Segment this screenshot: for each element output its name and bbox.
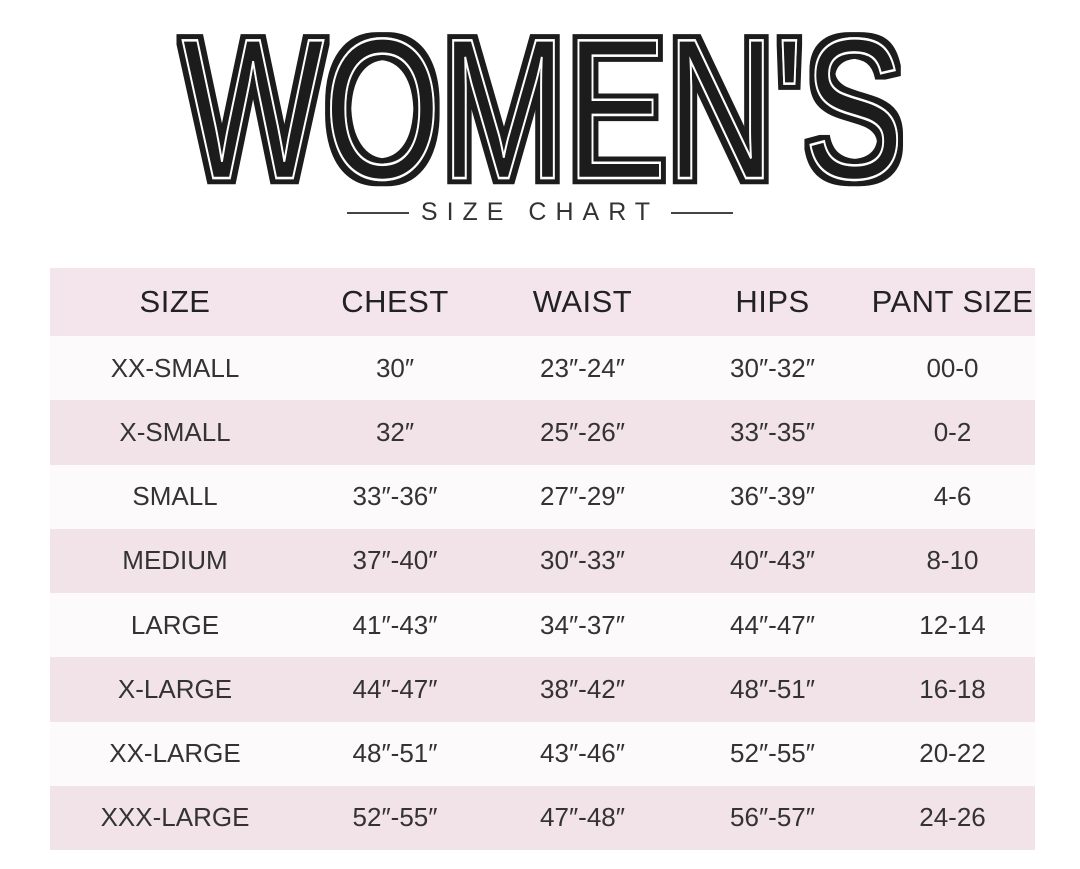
cell-size: SMALL	[132, 481, 218, 512]
cell-size: LARGE	[130, 609, 220, 640]
cell-chest: 41″-43″	[352, 609, 438, 640]
cell-waist: 47″-48″	[540, 802, 625, 833]
cell-pant-size: 4-6	[933, 481, 972, 512]
table-row: XXX-LARGE 52″-55″ 47″-48″ 56″-57″ 24-26	[50, 785, 1035, 850]
column-header-size: SIZE	[139, 284, 211, 319]
cell-waist: 43″-46″	[540, 738, 625, 769]
cell-chest: 44″-47″	[352, 673, 438, 704]
column-header-chest: CHEST	[341, 284, 449, 319]
cell-hips: 30″-32″	[730, 352, 815, 383]
cell-size: X-LARGE	[117, 673, 233, 704]
cell-hips: 56″-57″	[730, 802, 815, 833]
divider-left	[346, 212, 409, 215]
cell-pant-size: 00-0	[926, 352, 979, 383]
cell-chest: 37″-40″	[352, 545, 438, 576]
table-row: X-LARGE 44″-47″ 38″-42″ 48″-51″ 16-18	[50, 657, 1035, 722]
cell-hips: 48″-51″	[730, 673, 815, 704]
cell-waist: 25″-26″	[540, 416, 625, 447]
cell-size: XX-SMALL	[110, 352, 240, 383]
table-header-row: SIZE CHEST WAIST HIPS PANT SIZE	[50, 268, 1035, 336]
cell-waist: 27″-29″	[540, 481, 625, 512]
cell-chest: 48″-51″	[352, 738, 438, 769]
cell-waist: 30″-33″	[540, 545, 625, 576]
size-chart-table: SIZE CHEST WAIST HIPS PANT SIZE XX-SMALL…	[50, 268, 1035, 850]
cell-waist: 34″-37″	[540, 609, 625, 640]
cell-chest: 30″	[375, 352, 415, 383]
table-row: MEDIUM 37″-40″ 30″-33″ 40″-43″ 8-10	[50, 528, 1035, 593]
subtitle: SIZE CHART	[0, 198, 1080, 227]
column-header-hips: HIPS	[735, 284, 810, 319]
subtitle-text: SIZE CHART	[420, 198, 660, 226]
table-row: XX-LARGE 48″-51″ 43″-46″ 52″-55″ 20-22	[50, 721, 1035, 786]
cell-size: XX-LARGE	[109, 738, 241, 769]
cell-hips: 44″-47″	[730, 609, 815, 640]
column-header-waist: WAIST	[532, 284, 633, 319]
cell-pant-size: 12-14	[919, 609, 986, 640]
cell-size: MEDIUM	[122, 545, 228, 576]
cell-hips: 52″-55″	[730, 738, 815, 769]
cell-hips: 40″-43″	[730, 545, 815, 576]
cell-hips: 33″-35″	[730, 416, 815, 447]
table-row: SMALL 33″-36″ 27″-29″ 36″-39″ 4-6	[50, 464, 1035, 529]
divider-right	[671, 212, 734, 215]
cell-chest: 33″-36″	[352, 481, 438, 512]
cell-pant-size: 16-18	[919, 673, 986, 704]
cell-pant-size: 20-22	[919, 738, 986, 769]
cell-pant-size: 0-2	[933, 416, 972, 447]
cell-size: X-SMALL	[119, 416, 231, 447]
column-header-pant-size: PANT SIZE	[871, 284, 1034, 319]
table-row: XX-SMALL 30″ 23″-24″ 30″-32″ 00-0	[50, 336, 1035, 401]
cell-size: XXX-LARGE	[100, 802, 250, 833]
cell-chest: 52″-55″	[352, 802, 438, 833]
cell-pant-size: 24-26	[919, 802, 986, 833]
title-text: WOMEN'S	[182, 0, 904, 200]
cell-pant-size: 8-10	[926, 545, 979, 576]
table-row: X-SMALL 32″ 25″-26″ 33″-35″ 0-2	[50, 400, 1035, 465]
table-row: LARGE 41″-43″ 34″-37″ 44″-47″ 12-14	[50, 593, 1035, 658]
page-title: WOMEN'S	[181, 0, 906, 200]
cell-waist: 38″-42″	[540, 673, 625, 704]
cell-hips: 36″-39″	[730, 481, 815, 512]
cell-waist: 23″-24″	[540, 352, 625, 383]
cell-chest: 32″	[375, 416, 415, 447]
